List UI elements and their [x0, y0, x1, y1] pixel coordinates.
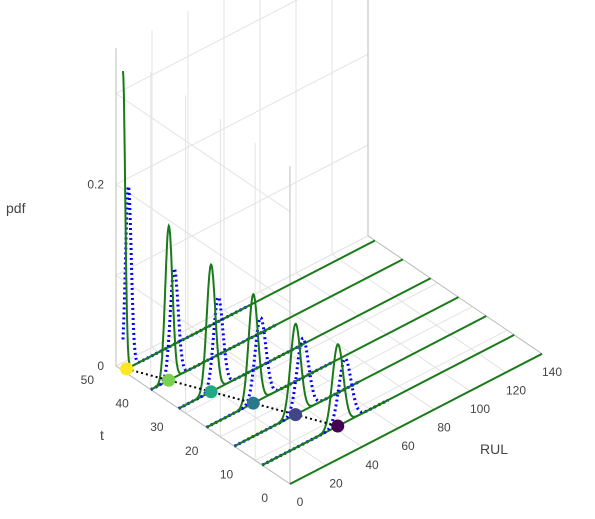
true-pdf-curve [261, 343, 389, 466]
predicted-pdf-curve [261, 357, 389, 467]
y-tick-label: 30 [150, 420, 164, 434]
x-tick-label: 20 [329, 476, 343, 490]
back-grid-line [115, 0, 299, 95]
x-tick-label: 140 [542, 365, 562, 379]
z-tick-label: 0 [97, 359, 104, 373]
y-tick-label: 0 [261, 491, 268, 505]
x-tick-label: 0 [297, 495, 304, 509]
floor-grid-line [115, 235, 369, 367]
y-tick-label: 20 [185, 444, 199, 458]
true-pdf-curve [122, 71, 250, 368]
pdf-baseline [289, 352, 543, 485]
actual-rul-marker [162, 373, 176, 387]
floor-grid-line [185, 282, 438, 414]
actual-rul-marker [204, 385, 218, 399]
y-axis-line [115, 365, 291, 485]
true-pdf-curve [205, 292, 333, 429]
actual-rul-trajectory [120, 362, 345, 433]
back-grid-line [115, 144, 369, 276]
x-tick-label: 80 [437, 421, 451, 435]
x-tick-label: 120 [506, 383, 526, 397]
true-pdf-curve [233, 322, 361, 448]
x-axis-label: RUL [480, 441, 508, 457]
y-tick-label: 40 [115, 397, 129, 411]
actual-rul-marker [331, 419, 345, 433]
z-axis-label: pdf [6, 200, 26, 216]
x-tick-label: 60 [401, 439, 415, 453]
floor-grid-line [295, 272, 471, 392]
y-axis-label: t [100, 427, 104, 443]
x-tick-label: 100 [470, 402, 490, 416]
box-edge [367, 235, 543, 355]
back-grid-line [115, 53, 369, 185]
floor-grid-line [254, 329, 508, 461]
actual-rul-marker [289, 408, 303, 422]
floor-grid-line [151, 346, 327, 466]
y-tick-label: 10 [220, 467, 234, 481]
side-grid-line [115, 93, 291, 213]
pdf-baseline [178, 277, 432, 410]
pdf-curves [121, 71, 389, 467]
actual-rul-line [126, 367, 339, 428]
y-tick-label: 50 [81, 373, 95, 387]
actual-rul-marker [246, 396, 260, 410]
floor-grid-line [331, 253, 507, 373]
z-tick-label: 0.2 [87, 177, 104, 191]
floor-grid-line [220, 306, 473, 438]
actual-rul-marker [120, 362, 134, 376]
back-wall-grid [115, 0, 369, 485]
side-grid-line [115, 183, 291, 303]
floor-grid-line [259, 291, 435, 411]
x-tick-label: 40 [365, 458, 379, 472]
true-pdf-curve [178, 262, 306, 410]
